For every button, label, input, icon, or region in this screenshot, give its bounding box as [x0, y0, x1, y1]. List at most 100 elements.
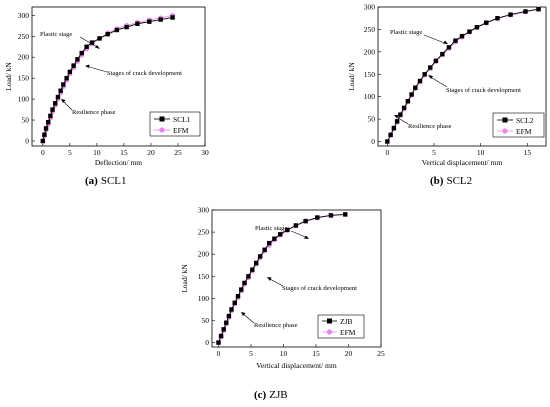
chart-a-annotation-crack: Stages of crack development [107, 70, 182, 77]
chart-c-series [216, 212, 348, 345]
chart-c-annotation-resilience: Resilience phase [254, 322, 298, 329]
chart-b-point-scl2 [394, 119, 400, 124]
chart-c-arrowhead-plastic [304, 235, 309, 239]
chart-a-point-scl1 [124, 24, 129, 30]
chart-a-point-scl1 [46, 119, 51, 125]
chart-a-point-scl1 [53, 101, 58, 106]
chart-c-point-zjb [235, 293, 241, 299]
chart-c-point-zjb [328, 213, 334, 218]
chart-a-x-tick-label: 20 [147, 148, 155, 157]
chart-c-point-zjb [224, 320, 229, 325]
chart-b-legend-label-2: EFM [516, 127, 532, 136]
chart-b-point-scl2 [459, 33, 465, 39]
chart-b-y-tick-label: 300 [364, 3, 376, 12]
chart-a-point-scl1 [105, 32, 110, 37]
chart-b-point-scl2 [405, 98, 411, 104]
chart-b-point-scl2 [474, 24, 480, 30]
chart-c-x-tick-label: 20 [345, 349, 353, 358]
chart-c-point-zjb [239, 287, 244, 292]
chart-c-y-axis-label: Load/ kN [180, 264, 189, 293]
chart-b-x-tick-label: 10 [477, 148, 485, 157]
chart-a-x-tick-label: 30 [201, 148, 209, 157]
chart-c-y-tick-label: 100 [198, 294, 210, 303]
chart-b-point-scl2 [433, 58, 439, 64]
chart-b-legend-label-1: SCL2 [516, 116, 534, 125]
chart-b-y-tick-label: 200 [364, 47, 376, 56]
chart-a-point-scl1 [71, 63, 76, 68]
chart-c-point-zjb [221, 327, 226, 332]
chart-b-point-scl2 [508, 12, 513, 17]
chart-a-legend-marker-2 [159, 127, 165, 133]
chart-a-annotation-plastic: Plastic stage [40, 31, 72, 38]
chart-b-plot-frame [377, 6, 547, 147]
chart-b-legend: SCL2 EFM [492, 112, 545, 138]
chart-a-axes: 0 5 10 15 20 25 30050100150200250300Deflection… [4, 6, 209, 167]
chart-c-point-zjb [257, 254, 263, 259]
chart-b-x-tick-label: 5 [432, 148, 436, 157]
chart-a-y-tick-label: 150 [18, 74, 30, 83]
chart-c-arrowhead-resilience [241, 312, 246, 316]
chart-b-annotations: Plastic stage Stages of crack developmen… [390, 29, 521, 130]
chart-a-arrow-plastic [79, 36, 100, 49]
chart-a-point-scl1 [48, 113, 53, 119]
chart-c-x-tick-label: 0 [217, 349, 221, 358]
chart-c-y-tick-label: 200 [198, 250, 210, 259]
chart-b-annotation-plastic: Plastic stage [390, 29, 422, 36]
chart-b-point-scl2 [495, 16, 500, 21]
chart-b-legend-marker-2 [502, 128, 508, 134]
chart-a-y-tick-label: 50 [22, 116, 30, 125]
chart-a-point-scl1 [55, 94, 61, 100]
chart-b-caption: (b) SCL2 [430, 175, 472, 187]
chart-c-point-zjb [315, 215, 320, 220]
chart-b-point-scl2 [385, 139, 390, 144]
chart-c-point-zjb [272, 236, 277, 241]
chart-c-x-tick-label: 5 [249, 349, 253, 358]
chart-a-y-tick-label: 300 [18, 11, 30, 20]
chart-c-x-tick-label: 25 [377, 349, 385, 358]
chart-c-point-zjb [262, 247, 267, 252]
chart-a-y-tick-label: 200 [18, 53, 30, 62]
chart-a-y-tick-label: 0 [25, 136, 29, 145]
chart-a-annotation-resilience: Resilience phase [72, 109, 116, 116]
chart-c-y-tick-label: 50 [202, 316, 210, 325]
chart-b-point-scl2 [428, 65, 433, 70]
chart-c-x-tick-label: 10 [280, 349, 288, 358]
chart-b-point-scl2 [536, 7, 541, 12]
chart-a-x-tick-label: 5 [68, 148, 72, 157]
chart-c-y-tick-label: 300 [198, 206, 210, 215]
chart-b-point-scl2 [401, 105, 407, 111]
chart-b-point-scl2 [413, 85, 418, 90]
chart-b-point-scl2 [417, 78, 423, 84]
chart-b-y-tick-label: 100 [364, 92, 376, 101]
chart-a-point-scl1 [89, 40, 95, 45]
chart-a-point-scl1 [147, 19, 152, 24]
chart-b-point-scl2 [391, 125, 397, 131]
chart-b-point-scl2 [440, 51, 445, 57]
chart-a-legend-label-2: EFM [173, 126, 189, 135]
chart-b-series [384, 6, 541, 144]
chart-a-point-scl1 [114, 27, 120, 33]
chart-c-caption: (c) ZJB [254, 389, 288, 401]
chart-a-legend-label-1: SCL1 [173, 115, 191, 124]
chart-b-y-tick-label: 50 [368, 115, 376, 124]
chart-c-point-zjb [216, 340, 221, 345]
chart-a-annotations: Plastic stage Stages of crack developmen… [40, 31, 182, 116]
chart-b-y-tick-label: 150 [364, 70, 376, 79]
chart-c-point-zjb [232, 300, 237, 306]
chart-b-point-scl2 [398, 112, 403, 117]
chart-b-x-tick-label: 15 [524, 148, 532, 157]
chart-b-annotation-crack: Stages of crack development [446, 87, 521, 94]
chart-c-point-zjb [293, 223, 299, 228]
chart-a-point-scl1 [40, 138, 46, 144]
chart-a-arrowhead-resilience [61, 99, 66, 103]
chart-c-point-zjb [343, 212, 348, 217]
chart-a-legend-marker-1 [159, 116, 165, 122]
chart-a-arrow-crack [85, 65, 108, 73]
chart-c-point-zjb [246, 274, 251, 279]
chart-c-x-tick-label: 15 [312, 349, 320, 358]
chart-panel-a: 0 5 10 15 20 25 30050100150200250300Deflection… [4, 6, 209, 187]
chart-b-legend-marker-1 [502, 117, 508, 123]
chart-a-x-axis-label: Deflection/ mm [95, 158, 142, 167]
chart-a-caption: (a) SCL1 [85, 175, 127, 187]
